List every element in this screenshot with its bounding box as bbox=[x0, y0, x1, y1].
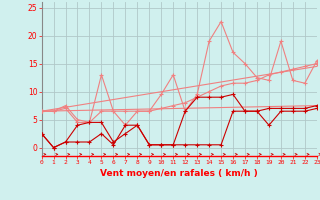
X-axis label: Vent moyen/en rafales ( km/h ): Vent moyen/en rafales ( km/h ) bbox=[100, 169, 258, 178]
